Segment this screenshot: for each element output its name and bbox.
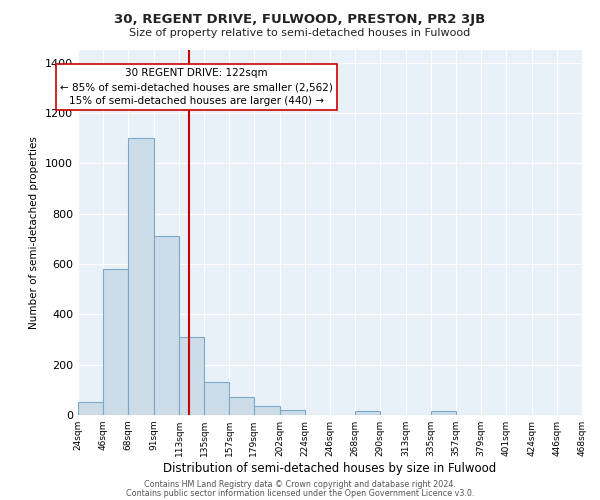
X-axis label: Distribution of semi-detached houses by size in Fulwood: Distribution of semi-detached houses by … — [163, 462, 497, 475]
Bar — [254, 406, 280, 415]
Bar — [128, 138, 154, 415]
Bar — [103, 269, 128, 415]
Bar — [204, 382, 229, 415]
Bar — [154, 236, 179, 415]
Bar — [179, 337, 204, 415]
Text: Contains public sector information licensed under the Open Government Licence v3: Contains public sector information licen… — [126, 488, 474, 498]
Bar — [431, 411, 456, 415]
Bar — [280, 410, 305, 415]
Text: 30, REGENT DRIVE, FULWOOD, PRESTON, PR2 3JB: 30, REGENT DRIVE, FULWOOD, PRESTON, PR2 … — [115, 12, 485, 26]
Text: Contains HM Land Registry data © Crown copyright and database right 2024.: Contains HM Land Registry data © Crown c… — [144, 480, 456, 489]
Text: Size of property relative to semi-detached houses in Fulwood: Size of property relative to semi-detach… — [130, 28, 470, 38]
Bar — [355, 411, 380, 415]
Y-axis label: Number of semi-detached properties: Number of semi-detached properties — [29, 136, 40, 329]
Text: 30 REGENT DRIVE: 122sqm
← 85% of semi-detached houses are smaller (2,562)
15% of: 30 REGENT DRIVE: 122sqm ← 85% of semi-de… — [60, 68, 333, 106]
Bar — [78, 402, 103, 415]
Bar — [229, 398, 254, 415]
